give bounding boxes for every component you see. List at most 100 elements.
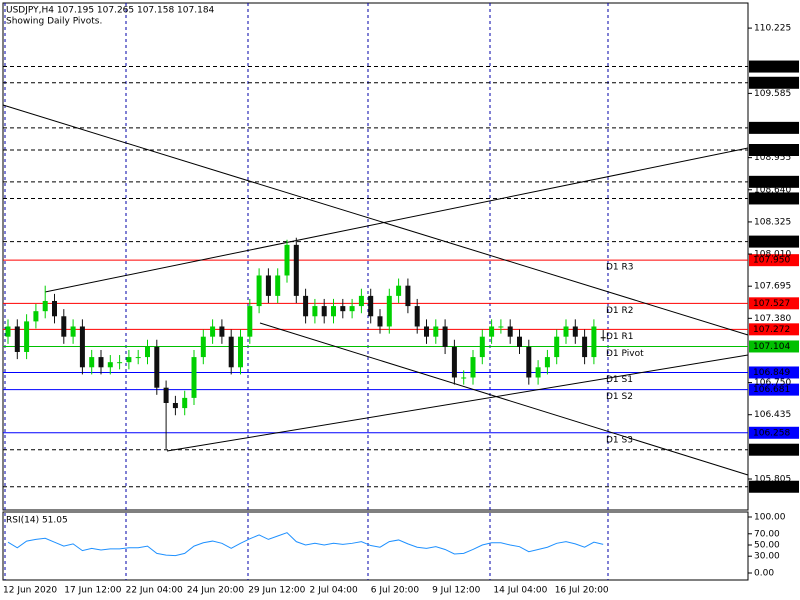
y-tick-label: 108.325 bbox=[754, 217, 791, 227]
candle-body bbox=[414, 306, 420, 327]
y-tick-label: 108.955 bbox=[754, 153, 791, 163]
level-name: D1 R2 bbox=[606, 306, 634, 316]
x-tick-label: 2 Jul 04:00 bbox=[310, 586, 359, 596]
x-tick-label: 22 Jun 04:00 bbox=[126, 586, 183, 596]
candle-body bbox=[135, 357, 141, 359]
trendline bbox=[259, 322, 749, 476]
candle-body bbox=[331, 306, 336, 317]
x-tick-label: 14 Jul 04:00 bbox=[493, 586, 547, 596]
trendline bbox=[166, 354, 749, 452]
chart-title: USDJPY,H4 107.195 107.265 107.158 107.18… bbox=[6, 6, 215, 16]
candle-body bbox=[182, 397, 188, 409]
level-name: D1 S2 bbox=[606, 392, 633, 402]
candle-body bbox=[433, 326, 439, 337]
candle-body bbox=[312, 306, 318, 317]
candle-body bbox=[591, 326, 597, 358]
level-price-label: 106.092 bbox=[753, 445, 790, 455]
candle-body bbox=[238, 336, 243, 368]
candle-body bbox=[303, 295, 309, 317]
candle-body bbox=[572, 326, 578, 337]
candle-body bbox=[210, 326, 216, 337]
candle-body bbox=[554, 336, 560, 358]
candle-body bbox=[535, 367, 541, 378]
level-price-label: 106.849 bbox=[753, 368, 790, 378]
candle-body bbox=[386, 295, 392, 327]
level-price-box bbox=[749, 235, 799, 248]
level-price-box bbox=[749, 426, 799, 439]
level-name: D1 S1 bbox=[606, 375, 633, 385]
candle-body bbox=[405, 285, 411, 307]
candle-body bbox=[200, 336, 206, 358]
candle-body bbox=[321, 306, 327, 317]
candle-body bbox=[424, 326, 429, 337]
candle-body bbox=[284, 244, 290, 276]
candle-body bbox=[52, 300, 57, 317]
candle-body bbox=[293, 244, 299, 296]
candle-body bbox=[126, 357, 132, 363]
level-price-box bbox=[749, 175, 799, 188]
candle-body bbox=[163, 387, 169, 403]
candle-body bbox=[265, 275, 271, 296]
candle-body bbox=[396, 285, 402, 296]
y-tick-label: 108.010 bbox=[754, 250, 791, 260]
x-tick-label: 9 Jul 12:00 bbox=[432, 586, 481, 596]
candle-body bbox=[98, 357, 104, 368]
level-price-label: 109.848 bbox=[753, 62, 790, 72]
candle-body bbox=[107, 362, 113, 368]
level-name: D1 S3 bbox=[606, 435, 633, 445]
candle-body bbox=[5, 326, 11, 337]
level-price-label: 106.258 bbox=[753, 428, 790, 438]
trendline bbox=[2, 104, 749, 336]
candle-body bbox=[498, 326, 504, 328]
candle-body bbox=[145, 346, 150, 358]
rsi-title: RSI(14) 51.05 bbox=[6, 516, 68, 526]
candle-body bbox=[228, 336, 234, 368]
level-price-label: 106.681 bbox=[753, 385, 790, 395]
candle-body bbox=[479, 336, 485, 358]
candle-body bbox=[247, 306, 253, 337]
level-price-box bbox=[749, 192, 799, 205]
trendline bbox=[44, 147, 749, 293]
rsi-tick-label: 30.00 bbox=[754, 552, 780, 562]
rsi-tick-label: 100.00 bbox=[754, 512, 786, 522]
y-tick-label: 105.805 bbox=[754, 474, 791, 484]
level-price-box bbox=[749, 366, 799, 379]
rsi-tick-label: 70.00 bbox=[754, 529, 780, 539]
y-tick-label: 106.435 bbox=[754, 410, 791, 420]
x-tick-label: 24 Jun 20:00 bbox=[187, 586, 244, 596]
candle-body bbox=[368, 295, 374, 317]
candle-body bbox=[517, 336, 522, 347]
candle-body bbox=[507, 326, 513, 337]
level-price-label: 108.132 bbox=[753, 237, 790, 247]
candle-body bbox=[117, 362, 123, 364]
level-price-box bbox=[749, 76, 799, 89]
level-price-label: 108.718 bbox=[753, 177, 790, 187]
y-tick-label: 107.695 bbox=[754, 282, 791, 292]
level-name: D1 R3 bbox=[606, 263, 634, 273]
level-price-box bbox=[749, 383, 799, 396]
y-tick-label: 110.225 bbox=[754, 24, 791, 34]
x-tick-label: 12 Jun 2020 bbox=[3, 586, 57, 596]
level-price-label: 107.272 bbox=[753, 325, 790, 335]
candle-body bbox=[191, 357, 197, 398]
level-price-label: 107.950 bbox=[753, 256, 790, 266]
trendlines bbox=[2, 104, 749, 476]
candle-body bbox=[544, 357, 550, 368]
rsi-tick-label: 50.00 bbox=[754, 540, 780, 550]
candle-body bbox=[154, 346, 160, 388]
level-price-box bbox=[749, 323, 799, 336]
level-price-label: 109.689 bbox=[753, 78, 790, 88]
level-price-label: 107.527 bbox=[753, 299, 790, 309]
candle-body bbox=[219, 326, 225, 337]
candle-body bbox=[61, 316, 67, 337]
candle-body bbox=[442, 326, 448, 347]
candle-body bbox=[563, 326, 569, 337]
level-price-box bbox=[749, 60, 799, 73]
level-name: D1 R1 bbox=[606, 332, 634, 342]
y-tick-label: 109.585 bbox=[754, 89, 791, 99]
candle-body bbox=[489, 326, 495, 337]
candle-body bbox=[600, 337, 606, 339]
level-price-label: 107.104 bbox=[753, 342, 790, 352]
candle-body bbox=[470, 357, 476, 378]
